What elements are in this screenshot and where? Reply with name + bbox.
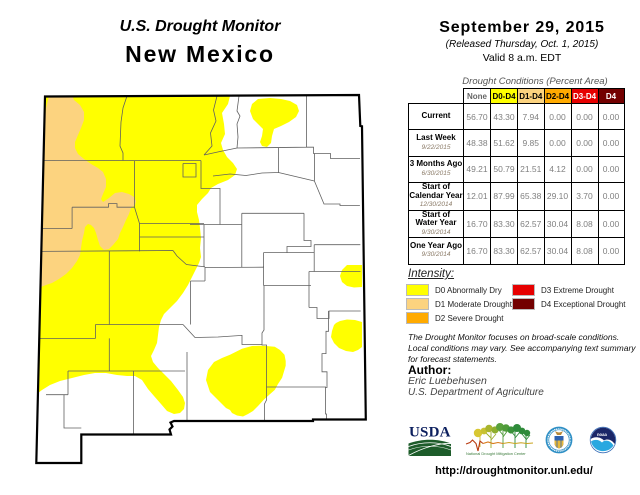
- svg-text:National Drought Mitigation Ce: National Drought Mitigation Center: [466, 451, 526, 456]
- svg-text:USDA: USDA: [409, 425, 451, 441]
- svg-text:noaa: noaa: [597, 432, 607, 437]
